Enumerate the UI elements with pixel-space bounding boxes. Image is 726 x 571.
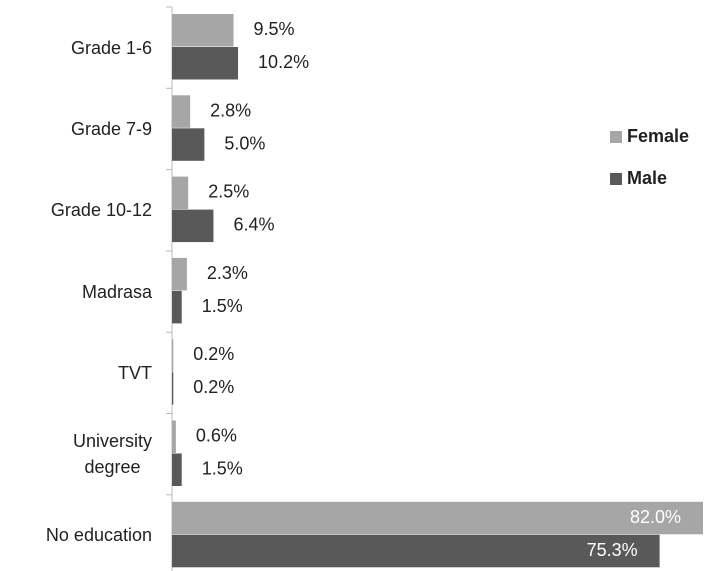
bar bbox=[172, 176, 189, 210]
data-label: 5.0% bbox=[224, 133, 265, 153]
category-label: Grade 10-12 bbox=[0, 170, 152, 251]
data-label: 82.0% bbox=[630, 507, 681, 527]
category-text: Madrasa bbox=[81, 281, 152, 302]
data-label: 9.5% bbox=[254, 19, 295, 39]
legend-label: Female bbox=[627, 126, 689, 146]
bar bbox=[172, 95, 191, 128]
data-label: 1.5% bbox=[202, 459, 243, 479]
category-text: Grade 7-9 bbox=[70, 118, 152, 139]
bar bbox=[172, 257, 187, 291]
data-label: 2.5% bbox=[208, 182, 249, 202]
category-label: Madrasa bbox=[0, 251, 152, 332]
bar bbox=[172, 339, 174, 372]
category-text: Grade 10-12 bbox=[50, 200, 152, 221]
data-label: 0.2% bbox=[193, 344, 234, 364]
bar bbox=[172, 501, 703, 535]
bar bbox=[172, 372, 174, 405]
category-label: Grade 1-6 bbox=[0, 7, 152, 88]
data-label: 2.8% bbox=[210, 100, 251, 120]
category-label: University degree bbox=[0, 414, 152, 495]
data-label: 2.3% bbox=[207, 263, 248, 283]
category-text: No education bbox=[45, 525, 152, 546]
legend-label: Male bbox=[627, 168, 667, 188]
legend-swatch bbox=[610, 131, 622, 143]
bar bbox=[172, 209, 214, 243]
data-label: 75.3% bbox=[587, 540, 638, 560]
data-label: 10.2% bbox=[258, 52, 309, 72]
legend-swatch bbox=[610, 173, 622, 185]
bar bbox=[172, 290, 182, 324]
bar bbox=[172, 453, 182, 486]
data-label: 0.6% bbox=[196, 426, 237, 446]
category-label: TVT bbox=[0, 332, 152, 413]
bar bbox=[172, 534, 660, 568]
bar bbox=[172, 420, 176, 453]
category-label: Grade 7-9 bbox=[0, 88, 152, 169]
data-label: 6.4% bbox=[233, 215, 274, 235]
data-label: 1.5% bbox=[202, 296, 243, 316]
data-label: 0.2% bbox=[193, 377, 234, 397]
category-text: University degree bbox=[72, 431, 152, 478]
category-label: No education bbox=[0, 495, 152, 571]
bar bbox=[172, 14, 234, 47]
bar bbox=[172, 128, 205, 161]
bar bbox=[172, 47, 239, 80]
category-text: Grade 1-6 bbox=[70, 37, 152, 58]
category-text: TVT bbox=[118, 362, 152, 383]
